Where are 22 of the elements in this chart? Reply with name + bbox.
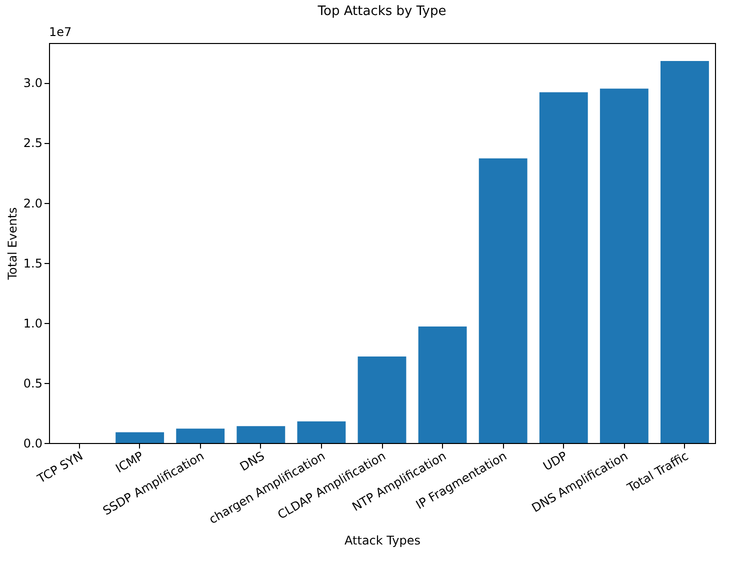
bar (478, 158, 528, 443)
x-axis-title: Attack Types (344, 534, 420, 548)
bar (539, 92, 588, 443)
bar (297, 421, 346, 443)
y-axis-title: Total Events (5, 207, 20, 281)
bar (116, 432, 164, 443)
bar (600, 88, 648, 443)
y-tick-label: 1.0 (23, 316, 42, 330)
y-tick-label: 2.0 (23, 196, 42, 210)
text: 1e7 (49, 25, 72, 39)
bar (358, 356, 406, 443)
y-tick-label: 0.0 (23, 436, 42, 450)
x-tick-label: TCP SYN (34, 448, 86, 486)
bar (418, 326, 467, 443)
bar (660, 61, 709, 443)
y-tick-label: 0.5 (23, 376, 42, 390)
y-tick-label: 1.5 (23, 256, 42, 270)
y-tick-label: 3.0 (23, 76, 42, 90)
bar (236, 426, 286, 443)
bar (176, 428, 225, 443)
chart-title: Top Attacks by Type (316, 4, 446, 19)
y-tick-label: 2.5 (23, 136, 42, 150)
